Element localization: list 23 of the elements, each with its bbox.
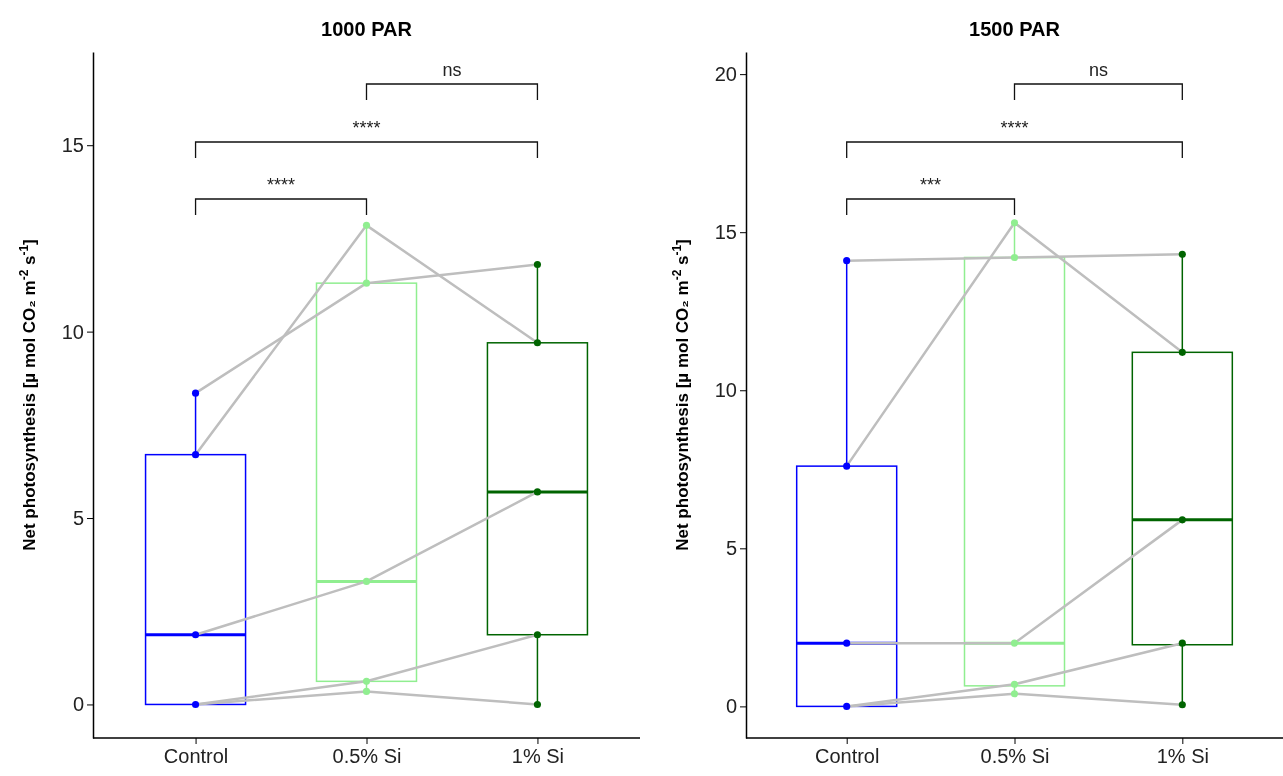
y-tick-label: 15 (61, 134, 84, 157)
x-tick-label: 0.5% Si (980, 745, 1050, 767)
x-tick-label: 1% Si (511, 745, 565, 767)
y-tick-label: 5 (72, 506, 84, 529)
annotation: ns (1088, 60, 1108, 80)
annotation: ns (442, 60, 462, 80)
x-tick-label: Control (814, 745, 880, 767)
annotation: **** (1000, 118, 1029, 138)
x-tick-label: Control (163, 745, 229, 767)
annotation: *** (920, 175, 942, 195)
y-tick-label: 0 (72, 693, 84, 716)
chart-title: 1500 PAR (969, 18, 1061, 40)
x-tick-label: 1% Si (1156, 745, 1209, 767)
y-tick-label: 0 (725, 695, 737, 718)
y-tick-label: 5 (725, 537, 737, 560)
y-tick-label: 10 (714, 379, 737, 402)
annotation: **** (267, 175, 296, 195)
chart-title: 1000 PAR (321, 18, 413, 40)
y-tick-label: 15 (714, 221, 737, 244)
y-tick-label: 20 (714, 63, 737, 86)
annotation: **** (352, 118, 381, 138)
x-tick-label: 0.5% Si (332, 745, 402, 767)
y-tick-label: 10 (61, 320, 84, 343)
